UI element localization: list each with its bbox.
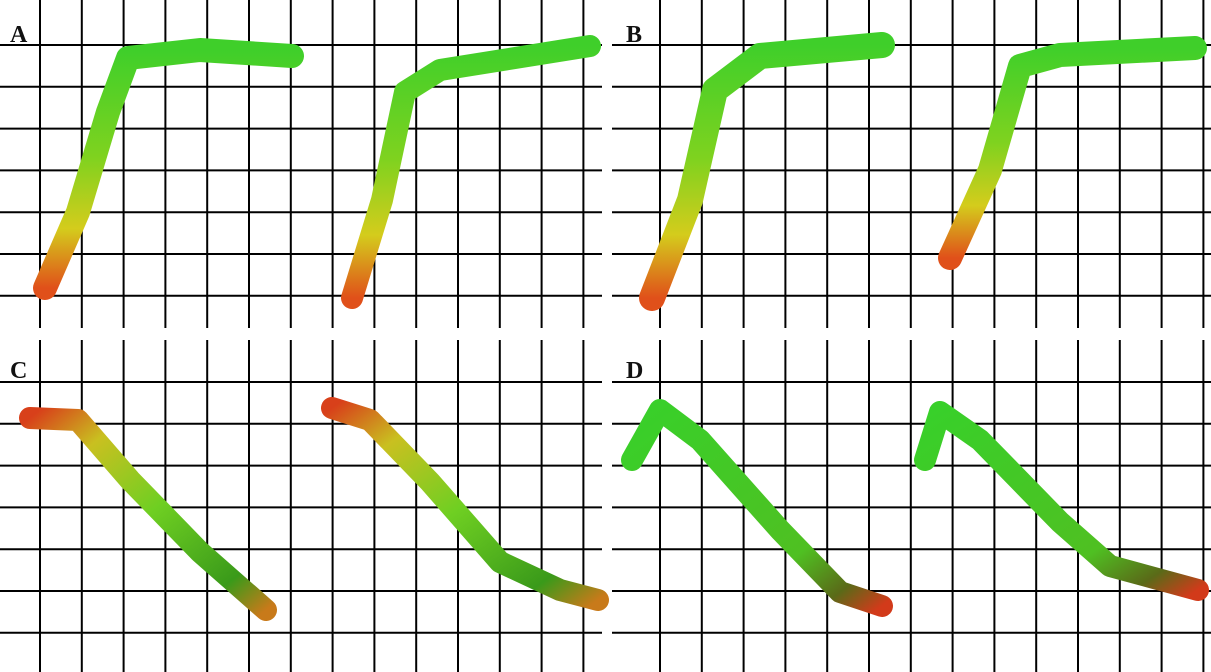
panel-label: B: [626, 22, 642, 48]
tube: [352, 46, 590, 298]
panel-label: C: [10, 358, 27, 384]
panel-label: D: [626, 358, 643, 384]
tube: [652, 45, 882, 298]
panel-label: A: [10, 22, 28, 48]
tubes: [30, 45, 1198, 610]
page: A B C D (() => { const data = JSON.parse…: [0, 0, 1211, 672]
figure: A B C D: [0, 0, 1211, 672]
panel-gap: [0, 328, 1211, 340]
tube: [925, 412, 1198, 590]
tube: [332, 408, 598, 600]
tube: [950, 48, 1195, 258]
tube: [30, 418, 266, 610]
